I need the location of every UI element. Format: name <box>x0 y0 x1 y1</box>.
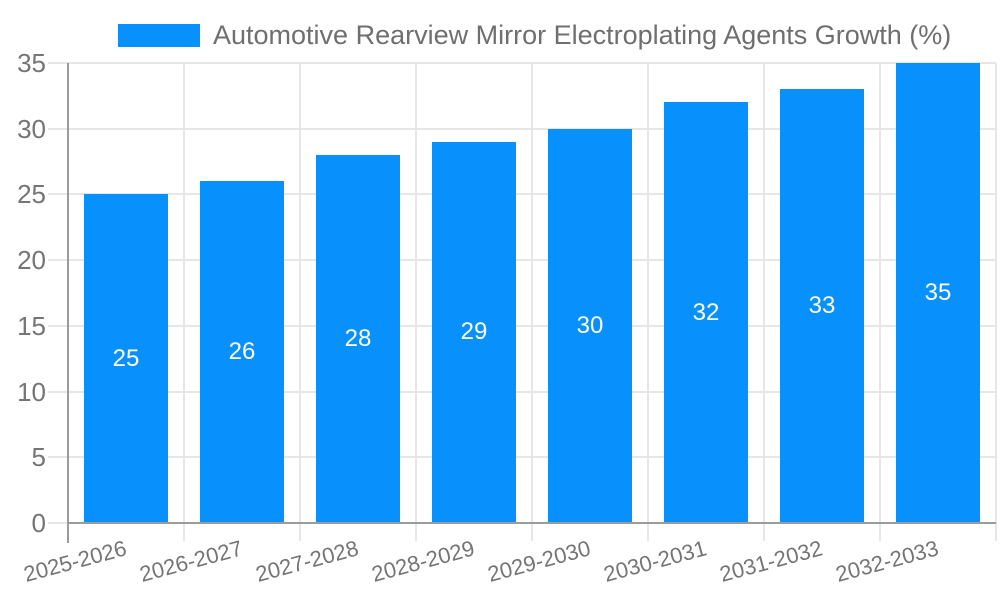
x-axis-line <box>67 522 996 524</box>
bar-value-label: 26 <box>228 338 256 365</box>
gridline-vertical <box>995 63 997 541</box>
y-axis-label: 15 <box>17 311 46 341</box>
bar-2030-2031[interactable] <box>664 102 748 523</box>
bar-value-label: 35 <box>924 279 952 306</box>
bar-2028-2029[interactable] <box>432 142 516 523</box>
bar-2029-2030[interactable] <box>548 129 632 523</box>
bar-value-label: 33 <box>808 292 836 319</box>
legend-swatch <box>118 24 200 47</box>
gridline-horizontal <box>48 62 996 64</box>
y-axis-label: 5 <box>31 442 46 472</box>
bar-value-label: 32 <box>692 299 720 326</box>
gridline-vertical <box>763 63 765 541</box>
gridline-vertical <box>531 63 533 541</box>
gridline-vertical <box>647 63 649 541</box>
gridline-vertical <box>183 63 185 541</box>
gridline-horizontal <box>48 325 996 327</box>
bar-2026-2027[interactable] <box>200 181 284 523</box>
gridline-horizontal <box>48 193 996 195</box>
chart-title: Automotive Rearview Mirror Electroplatin… <box>213 20 952 50</box>
gridline-vertical <box>415 63 417 541</box>
y-axis-label: 30 <box>17 114 46 144</box>
bar-value-label: 28 <box>344 325 372 352</box>
gridline-horizontal <box>48 259 996 261</box>
y-axis-label: 35 <box>17 48 46 78</box>
bar-value-label: 25 <box>112 345 140 372</box>
y-axis-label: 20 <box>17 245 46 275</box>
gridline-horizontal <box>48 128 996 130</box>
chart-legend[interactable]: Automotive Rearview Mirror Electroplatin… <box>118 20 951 51</box>
bar-2025-2026[interactable] <box>84 194 168 523</box>
bar-2032-2033[interactable] <box>896 63 980 523</box>
bar-2027-2028[interactable] <box>316 155 400 523</box>
gridline-vertical <box>299 63 301 541</box>
y-axis-label: 10 <box>17 377 46 407</box>
gridline-horizontal <box>48 456 996 458</box>
y-axis-label: 0 <box>31 508 46 538</box>
bar-value-label: 29 <box>460 318 488 345</box>
bar-2031-2032[interactable] <box>780 89 864 523</box>
y-axis-label: 25 <box>17 179 46 209</box>
y-axis-line <box>67 63 69 543</box>
gridline-horizontal <box>48 391 996 393</box>
bar-value-label: 30 <box>576 312 604 339</box>
gridline-vertical <box>879 63 881 541</box>
